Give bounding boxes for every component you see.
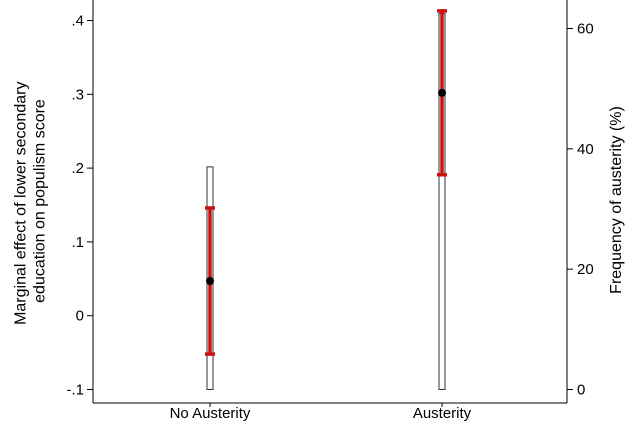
right-tick-label: 40 — [577, 141, 594, 158]
point-estimate-1 — [206, 277, 214, 286]
left-tick-label: .3 — [71, 86, 84, 103]
right-tick-label: 0 — [577, 382, 585, 399]
point-estimate-2 — [438, 88, 446, 97]
left-tick-label: 0 — [76, 308, 84, 325]
left-tick-label: .1 — [71, 234, 84, 251]
point-estimates — [206, 88, 446, 286]
x-tick-label: Austerity — [413, 405, 472, 422]
confidence-intervals — [205, 9, 447, 356]
left-tick-label: -.1 — [66, 382, 84, 399]
left-y-axis-title: Marginal effect of lower secondary educa… — [12, 77, 48, 325]
right-y-axis-title: Frequency of austerity (%) — [608, 106, 625, 294]
right-y-axis-ticks: 0 20 40 60 — [567, 21, 594, 399]
left-tick-label: .2 — [71, 160, 84, 177]
left-y-axis-title-line2: education on populism score — [32, 99, 49, 303]
x-tick-label: No Austerity — [170, 405, 251, 422]
x-axis-ticks: No Austerity Austerity — [170, 403, 472, 422]
left-y-axis-ticks: -.1 0 .1 .2 .3 .4 — [66, 13, 93, 399]
left-tick-label: .4 — [71, 13, 84, 30]
right-tick-label: 20 — [577, 261, 594, 278]
right-tick-label: 60 — [577, 21, 594, 38]
left-y-axis-title-line1: Marginal effect of lower secondary — [12, 82, 29, 325]
frequency-bars — [206, 12, 446, 390]
plot-frame — [92, 0, 568, 404]
